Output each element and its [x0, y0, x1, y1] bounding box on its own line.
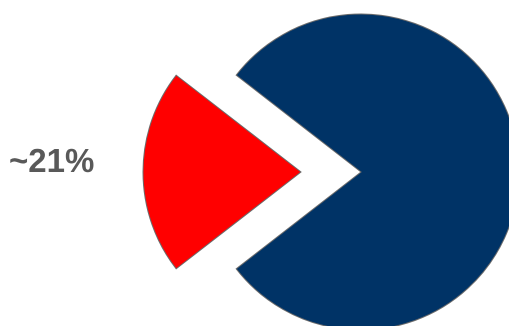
slices-layer [142, 13, 509, 326]
slice-percent-label: ~21% [9, 142, 94, 179]
pie-slice-exploded [142, 74, 302, 270]
pie-slice-main [235, 13, 509, 326]
